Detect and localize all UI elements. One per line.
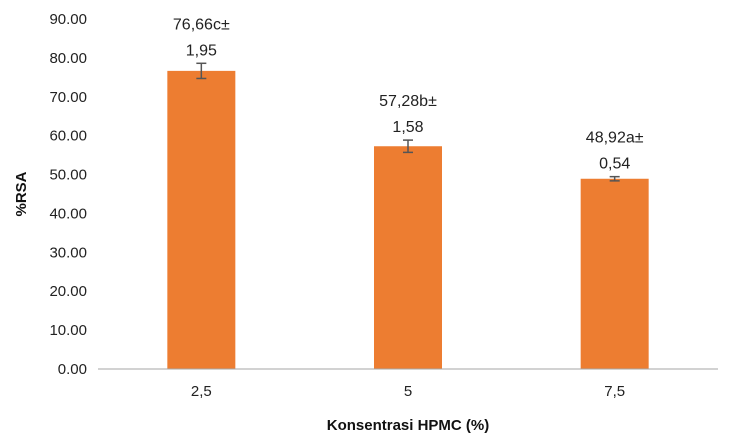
- data-label: 48,92a±: [586, 130, 644, 147]
- error-bars: [196, 62, 620, 182]
- data-label: 0,54: [599, 156, 630, 173]
- data-label: 57,28b±: [379, 93, 437, 110]
- data-label: 1,58: [392, 119, 423, 136]
- y-axis-title: %RSA: [13, 171, 30, 216]
- y-tick-label: 10.00: [49, 322, 87, 339]
- y-tick-label: 90.00: [49, 11, 87, 28]
- y-tick-label: 80.00: [49, 50, 87, 67]
- x-axis-title: Konsentrasi HPMC (%): [327, 417, 490, 434]
- bar: [167, 70, 236, 369]
- data-label: 76,66c±: [173, 16, 230, 33]
- data-label: 1,95: [186, 42, 217, 59]
- error-bar: [609, 175, 620, 182]
- error-bar: [196, 62, 207, 80]
- y-tick-label: 60.00: [49, 128, 87, 145]
- bars: [167, 70, 649, 369]
- x-tick-label: 5: [404, 383, 412, 400]
- x-tick-label: 2,5: [191, 383, 212, 400]
- error-bar: [403, 139, 413, 154]
- y-tick-label: 30.00: [49, 244, 87, 261]
- y-tick-label: 20.00: [49, 283, 87, 300]
- data-labels: 76,66c± 1,95 57,28b± 1,58 48,92a± 0,54: [173, 16, 644, 172]
- x-tick-label: 7,5: [604, 383, 625, 400]
- y-axis-ticks: 0.00 10.00 20.00 30.00 40.00 50.00 60.00 70.00 8…: [49, 11, 87, 378]
- y-tick-label: 50.00: [49, 167, 87, 184]
- bar: [374, 146, 442, 369]
- y-tick-label: 70.00: [49, 89, 87, 106]
- bar: [580, 178, 649, 369]
- y-tick-label: 0.00: [58, 361, 87, 378]
- y-tick-label: 40.00: [49, 205, 87, 222]
- x-axis-ticks: 2,5 5 7,5: [191, 383, 625, 400]
